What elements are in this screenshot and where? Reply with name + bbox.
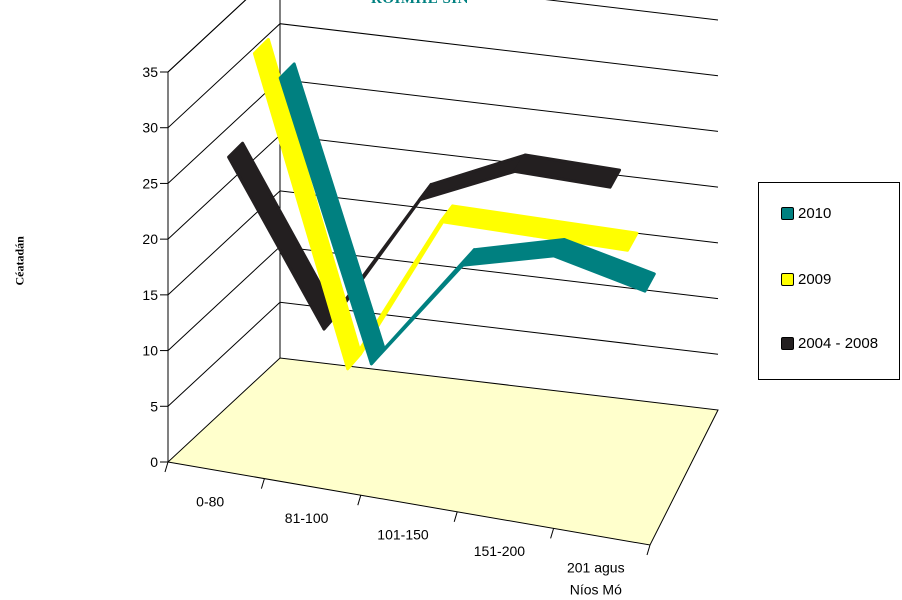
- x-tick: [260, 478, 265, 489]
- y-tick-label: 25: [142, 175, 158, 191]
- chart-title: ROIMHE SIN: [270, 0, 570, 8]
- gridline: [167, 246, 719, 351]
- y-tick-label: 10: [142, 343, 158, 359]
- x-tick: [550, 528, 555, 539]
- legend-swatch-2010: [781, 207, 794, 220]
- y-tick-label: 0: [150, 454, 158, 470]
- legend-label-2010: 2010: [798, 205, 832, 222]
- x-tick-label: 101-150: [377, 527, 429, 543]
- series-segment: [513, 153, 621, 189]
- chart-legend: 2010 2009 2004 - 2008: [758, 182, 900, 380]
- series-segment: [461, 238, 566, 267]
- y-tick-label: 15: [142, 287, 158, 303]
- legend-item-2010: 2010: [781, 205, 831, 222]
- y-tick-label: 30: [142, 120, 158, 136]
- chart-floor: [166, 357, 719, 546]
- series-segment: [417, 153, 527, 202]
- x-tick: [646, 544, 651, 556]
- series-segment: [532, 218, 639, 252]
- legend-item-2004-2008: 2004 - 2008: [781, 335, 878, 352]
- legend-item-2009: 2009: [781, 271, 831, 288]
- x-tick-label: 81-100: [285, 510, 329, 526]
- gridline: [167, 0, 719, 73]
- legend-swatch-2009: [781, 273, 794, 286]
- legend-label-2004-2008: 2004 - 2008: [798, 335, 879, 352]
- series-2010: [278, 62, 656, 366]
- x-tick: [453, 511, 458, 522]
- x-tick: [164, 461, 169, 473]
- legend-swatch-2004-2008: [781, 337, 794, 350]
- series-2009: [252, 38, 639, 371]
- y-tick-label: 5: [150, 398, 158, 414]
- y-tick-label: 20: [142, 231, 158, 247]
- legend-label-2009: 2009: [798, 271, 832, 288]
- x-tick: [357, 495, 362, 506]
- x-tick-label: 0-80: [196, 493, 224, 509]
- gridline: [167, 23, 719, 129]
- x-tick-label: 201 agus Níos Mó: [567, 560, 625, 598]
- y-tick-label: 35: [142, 64, 158, 80]
- x-tick-label: 151-200: [474, 543, 526, 559]
- series-segment: [439, 204, 547, 238]
- series-segment: [552, 238, 656, 293]
- gridline: [167, 301, 719, 407]
